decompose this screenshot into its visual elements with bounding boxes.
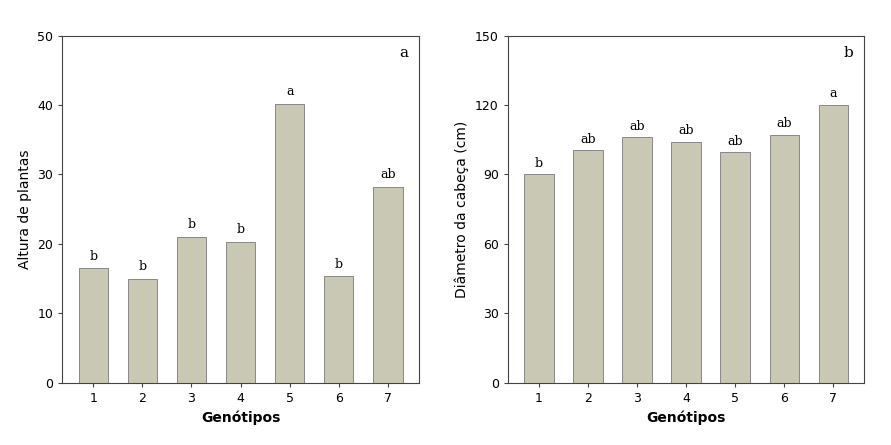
Text: b: b: [236, 223, 245, 236]
Text: b: b: [535, 157, 543, 170]
Bar: [275, 104, 305, 383]
Text: b: b: [335, 258, 343, 271]
Bar: [78, 268, 108, 383]
Text: ab: ab: [629, 120, 645, 133]
Text: b: b: [844, 46, 854, 60]
Y-axis label: Diâmetro da cabeça (cm): Diâmetro da cabeça (cm): [455, 121, 470, 298]
Bar: [373, 187, 403, 383]
Bar: [324, 276, 354, 383]
Text: ab: ab: [678, 125, 694, 138]
Text: b: b: [187, 218, 195, 231]
Text: ab: ab: [580, 133, 596, 146]
Bar: [127, 279, 157, 383]
Bar: [524, 174, 553, 383]
Text: a: a: [399, 46, 408, 60]
X-axis label: Genótipos: Genótipos: [646, 410, 726, 425]
Bar: [225, 242, 256, 383]
Text: a: a: [286, 85, 293, 98]
Bar: [770, 135, 799, 383]
Text: ab: ab: [380, 168, 396, 182]
Bar: [819, 105, 848, 383]
Text: ab: ab: [776, 117, 792, 130]
X-axis label: Genótipos: Genótipos: [200, 410, 281, 425]
Y-axis label: Altura de plantas: Altura de plantas: [18, 150, 32, 269]
Bar: [573, 150, 602, 383]
Bar: [671, 142, 701, 383]
Text: b: b: [138, 260, 146, 273]
Bar: [721, 153, 750, 383]
Text: a: a: [830, 87, 837, 101]
Bar: [176, 237, 206, 383]
Bar: [622, 138, 651, 383]
Text: b: b: [89, 250, 97, 263]
Text: ab: ab: [727, 135, 743, 148]
